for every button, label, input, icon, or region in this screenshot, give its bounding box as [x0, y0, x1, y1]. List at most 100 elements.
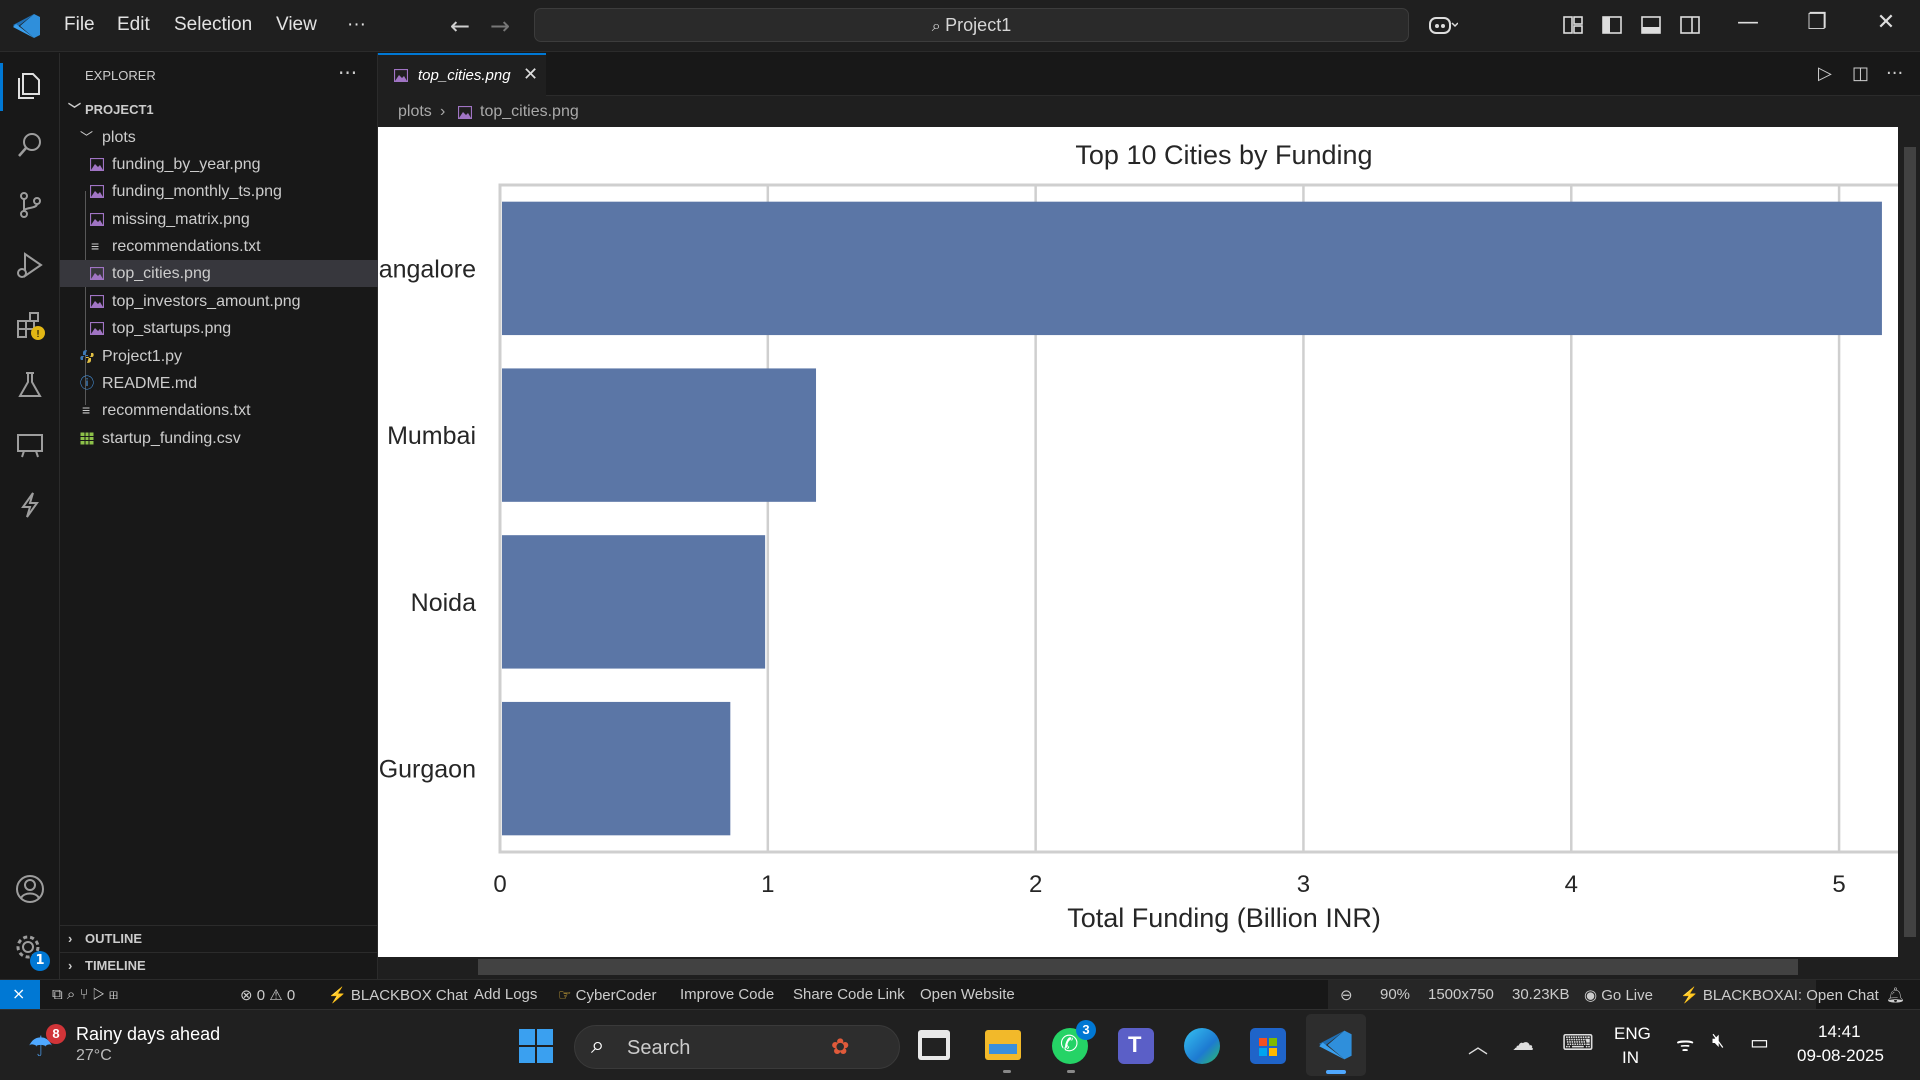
menu-file[interactable]: File [64, 14, 95, 35]
explorer-more-actions-icon[interactable]: ··· [338, 61, 358, 85]
vscode-taskbar-active[interactable] [1306, 1014, 1366, 1076]
volume-muted-icon[interactable]: 🔇︎ [1712, 1030, 1725, 1052]
run-icon[interactable]: ▷ [1818, 63, 1832, 84]
clock-time[interactable]: 14:41 [1818, 1022, 1861, 1041]
plots-folder[interactable]: ﹀ plots [60, 124, 378, 151]
zoom-level[interactable]: 90% [1380, 986, 1411, 1003]
source-control-icon[interactable] [14, 189, 46, 221]
taskbar-search[interactable]: ⌕ Search ✿ [574, 1025, 900, 1069]
file-plots-recommendations[interactable]: ≡ recommendations.txt [60, 233, 378, 260]
chart-title: Top 10 Cities by Funding [1075, 140, 1372, 170]
command-center-search[interactable]: ⌕ Project1 [534, 8, 1409, 42]
run-debug-icon[interactable] [14, 249, 46, 281]
image-file-icon [90, 158, 104, 171]
keyboard-icon[interactable]: ⌨ [1562, 1030, 1594, 1055]
menu-view[interactable]: View [276, 14, 317, 35]
breadcrumb: plots › top_cities.png [378, 97, 1920, 127]
file-top-cities[interactable]: top_cities.png [60, 260, 378, 287]
explorer-icon[interactable] [14, 69, 46, 101]
phone-icon: ✆ [1060, 1031, 1079, 1056]
blackbox-chat[interactable]: ⚡ BLACKBOX Chat [328, 987, 468, 1004]
breadcrumb-folder[interactable]: plots [398, 103, 432, 120]
file-startup-funding-csv[interactable]: startup_funding.csv [60, 425, 378, 452]
blackbox-icon[interactable] [14, 489, 46, 521]
outline-section[interactable]: › OUTLINE [60, 925, 378, 951]
file-readme[interactable]: ⓘ README.md [60, 370, 378, 397]
improve-code[interactable]: Improve Code [680, 986, 775, 1003]
terminal-app-icon[interactable] [918, 1030, 950, 1060]
weather-badge: 8 [46, 1024, 66, 1044]
weather-widget-icon[interactable]: ☂ 8 [26, 1024, 66, 1064]
more-actions-icon[interactable]: ··· [1886, 63, 1904, 84]
file-recommendations[interactable]: ≡ recommendations.txt [60, 397, 378, 424]
file-project1-py[interactable]: Project1.py [60, 343, 378, 370]
manage-icon[interactable] [14, 933, 46, 965]
language-top[interactable]: ENG [1614, 1024, 1651, 1043]
edge-browser-icon[interactable] [1184, 1028, 1220, 1064]
layout-icon[interactable] [1562, 14, 1584, 36]
minimize-icon[interactable]: — [1737, 10, 1759, 35]
microsoft-store-icon[interactable] [1250, 1028, 1286, 1064]
show-hidden-icons-icon[interactable]: ︿ [1468, 1036, 1488, 1058]
blackboxai-open-chat[interactable]: ⚡ BLACKBOXAI: Open Chat [1680, 987, 1879, 1004]
whatsapp-icon[interactable]: ✆ [1052, 1028, 1088, 1064]
close-icon[interactable]: ✕ [1876, 10, 1896, 35]
file-funding-monthly-ts[interactable]: funding_monthly_ts.png [60, 178, 378, 205]
onedrive-error-icon[interactable]: ☁ [1512, 1030, 1534, 1055]
file-top-investors-amount[interactable]: top_investors_amount.png [60, 288, 378, 315]
horizontal-scrollbar[interactable] [478, 959, 1798, 975]
timeline-label: TIMELINE [85, 958, 146, 973]
file-label: funding_by_year.png [112, 156, 261, 173]
battery-icon[interactable]: ▭ [1750, 1032, 1769, 1054]
menu-edit[interactable]: Edit [117, 14, 150, 35]
share-code-link[interactable]: Share Code Link [793, 986, 905, 1003]
python-file-icon [80, 350, 94, 363]
file-missing-matrix[interactable]: missing_matrix.png [60, 206, 378, 233]
testing-icon[interactable] [14, 369, 46, 401]
restore-icon[interactable]: ❐ [1807, 10, 1827, 35]
accounts-icon[interactable] [14, 873, 46, 905]
vertical-scrollbar[interactable] [1900, 127, 1920, 957]
remote-indicator[interactable]: ⨯ [0, 980, 40, 1010]
extensions-icon[interactable]: ! [14, 309, 46, 341]
split-editor-icon[interactable]: ◫ [1852, 63, 1870, 84]
toggle-panel-icon[interactable] [1640, 14, 1662, 36]
search-icon[interactable] [14, 129, 46, 161]
status-icons[interactable]: ⧉ ⌕ ⑂ ▷ ⊞ [52, 986, 119, 1003]
explorer-header: EXPLORER [85, 68, 156, 83]
wifi-icon[interactable]: ᯤ [1676, 1034, 1695, 1056]
windows-start-icon[interactable] [518, 1028, 554, 1064]
back-arrow-icon[interactable]: ← [450, 12, 471, 40]
project-folder[interactable]: ﹀ PROJECT1 [60, 96, 378, 123]
svg-text:!: ! [36, 329, 40, 340]
toggle-secondary-sidebar-icon[interactable] [1679, 14, 1701, 36]
menu-more[interactable]: ··· [347, 14, 366, 35]
file-top-startups[interactable]: top_startups.png [60, 315, 378, 342]
go-live[interactable]: ◉ Go Live [1584, 987, 1653, 1004]
problems-indicator[interactable]: ⊗ 0 ⚠ 0 [240, 987, 296, 1004]
remote-explorer-icon[interactable] [14, 429, 46, 461]
add-logs[interactable]: Add Logs [474, 986, 538, 1003]
timeline-section[interactable]: › TIMELINE [60, 952, 378, 978]
language-bottom[interactable]: IN [1622, 1048, 1639, 1067]
clock-date[interactable]: 09-08-2025 [1797, 1046, 1884, 1065]
copilot-icon[interactable] [1428, 14, 1458, 36]
toggle-sidebar-icon[interactable] [1601, 14, 1623, 36]
menu-selection[interactable]: Selection [174, 14, 253, 35]
notifications-bell-icon[interactable]: 🔔︎ [1886, 987, 1906, 1004]
file-funding-by-year[interactable]: funding_by_year.png [60, 151, 378, 178]
chevron-right-icon: › [68, 958, 73, 973]
zoom-icon[interactable]: ⊖ [1340, 987, 1353, 1004]
vertical-scrollbar-thumb[interactable] [1904, 147, 1916, 937]
breadcrumb-file[interactable]: top_cities.png [480, 103, 579, 120]
tab-bar: top_cities.png ✕ ▷ ◫ ··· [378, 53, 1920, 97]
weather-title[interactable]: Rainy days ahead [76, 1024, 221, 1044]
forward-arrow-icon[interactable]: → [490, 12, 511, 40]
teams-icon[interactable]: T [1118, 1028, 1154, 1064]
file-explorer-icon[interactable] [985, 1030, 1021, 1060]
tab-top-cities[interactable]: top_cities.png ✕ [378, 53, 546, 97]
cybercoder[interactable]: ☞ CyberCoder [558, 987, 657, 1004]
remote-icon: ⨯ [12, 986, 26, 1003]
close-tab-icon[interactable]: ✕ [523, 64, 539, 85]
open-website[interactable]: Open Website [920, 986, 1015, 1003]
